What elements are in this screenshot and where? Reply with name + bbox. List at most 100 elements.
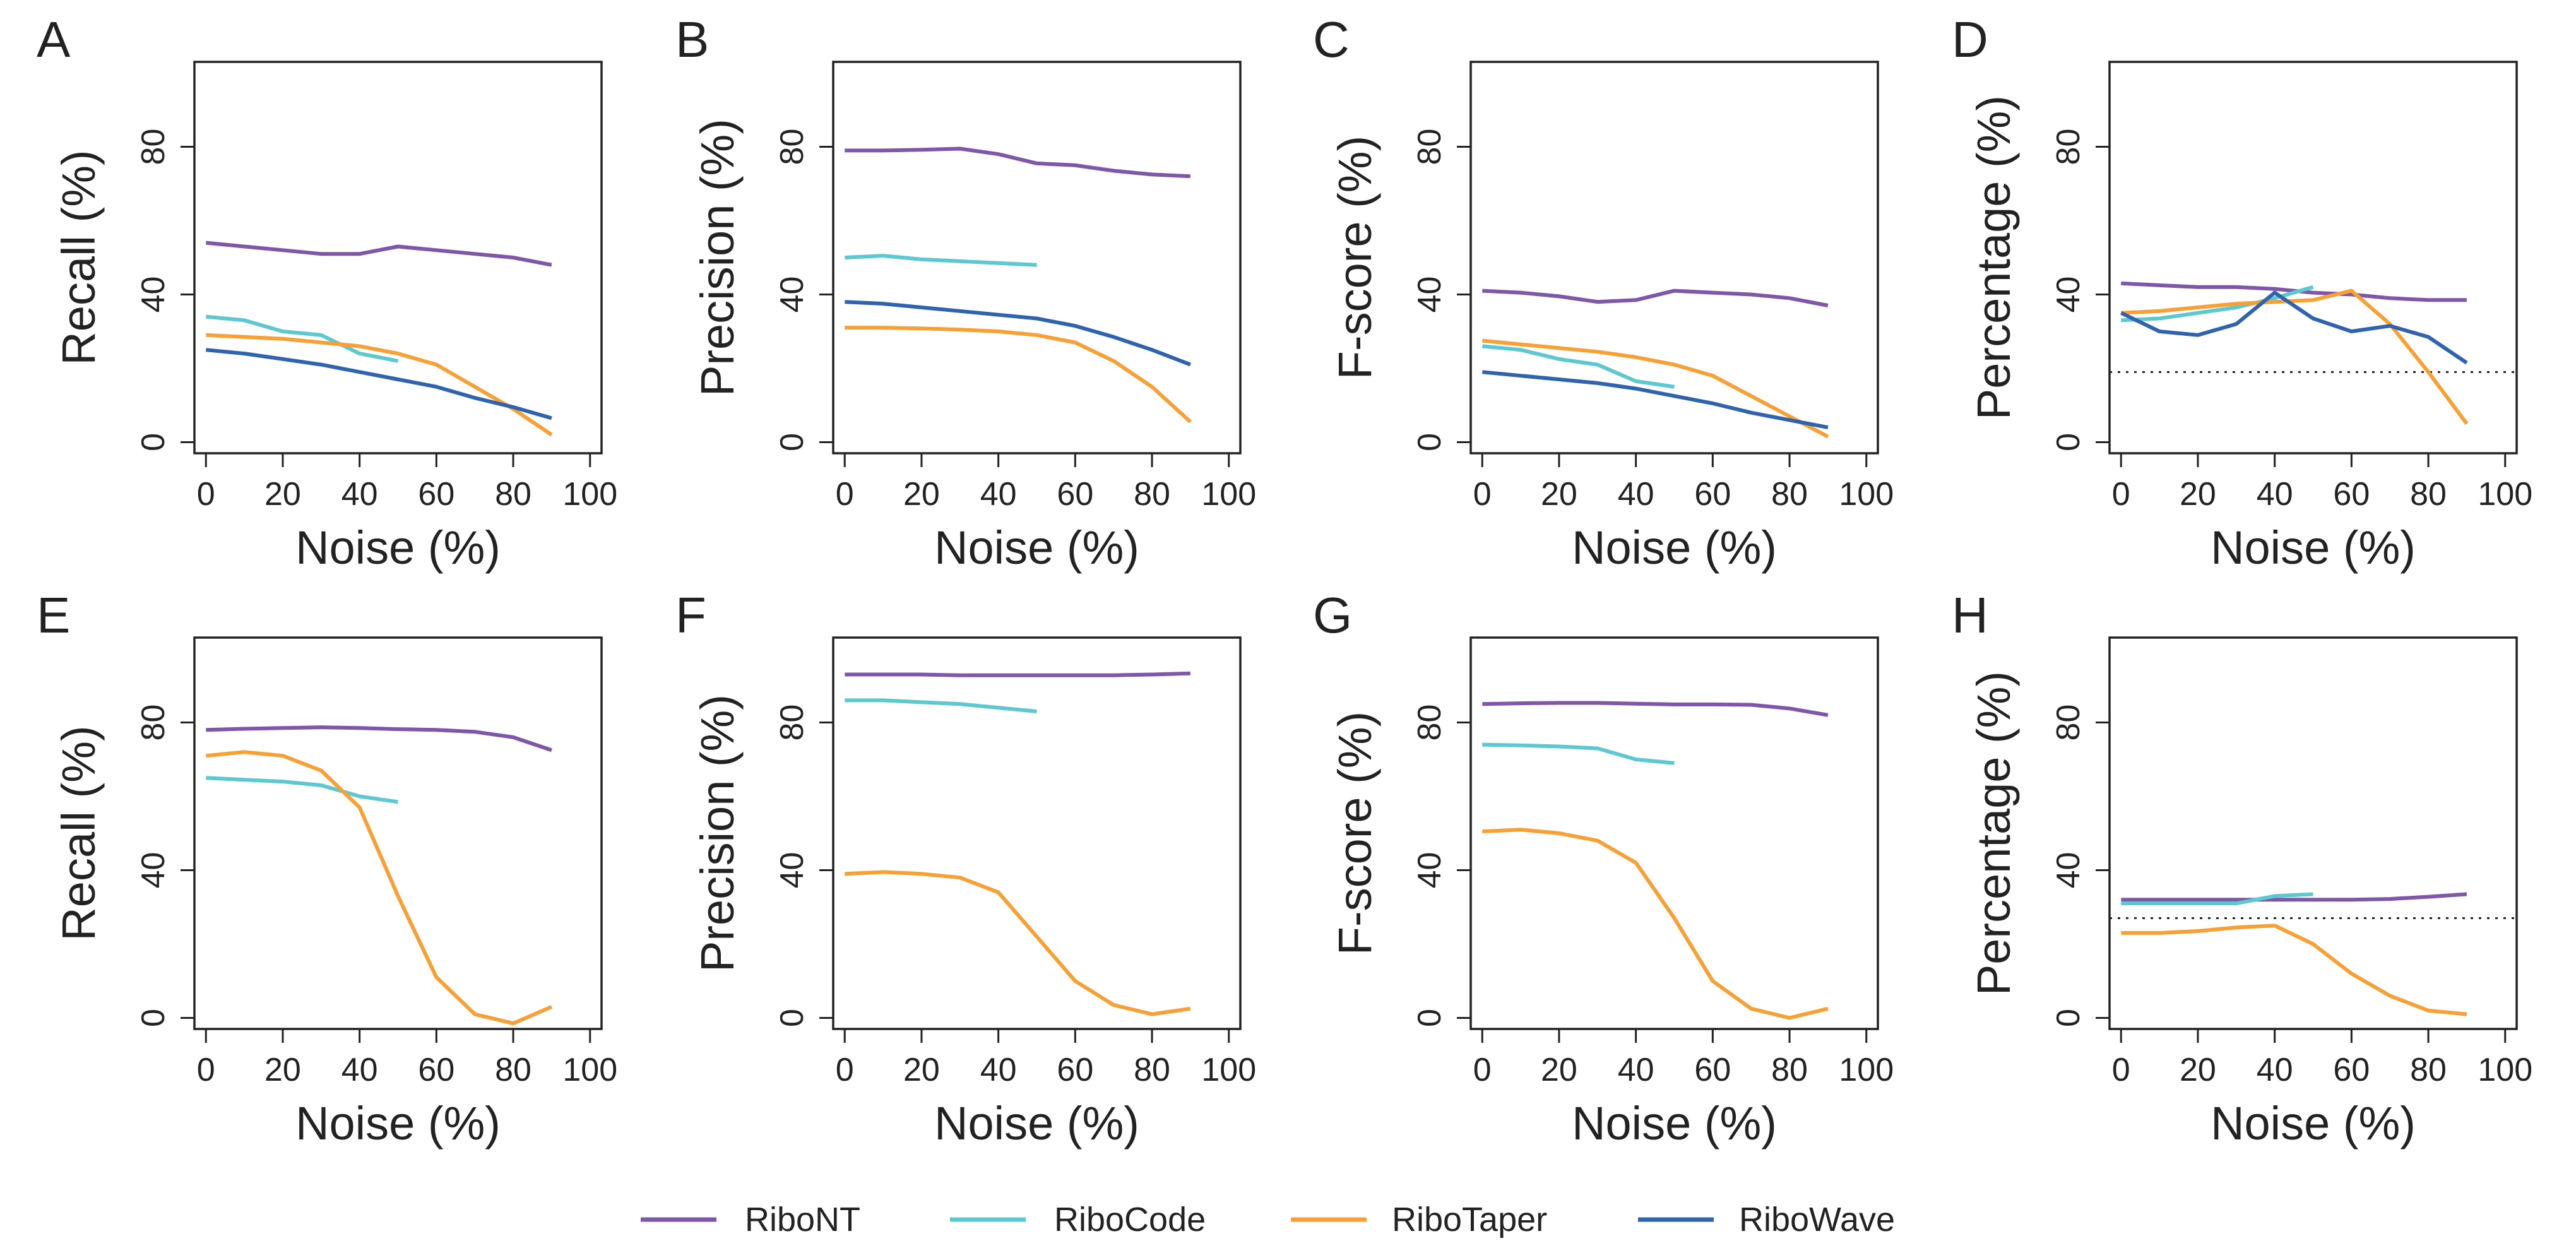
- panel-c: C 0 20 40 60 80 100 0 40 80 Noise (%) F-score (%): [1313, 11, 1894, 574]
- plot-frame-b: [832, 61, 1242, 455]
- series-line-d-ribowave: [2120, 290, 2468, 365]
- panel-letter-f: F: [675, 587, 706, 643]
- x-tick-label-h-60: 60: [2333, 1052, 2370, 1088]
- panel-letter-c: C: [1313, 11, 1350, 68]
- y-tick-label-f-40: 40: [774, 852, 810, 889]
- y-tick-label-e-80: 80: [135, 704, 172, 741]
- legend-label-ribont: RiboNT: [745, 1201, 860, 1239]
- y-axis-label-a: Recall (%): [52, 150, 105, 365]
- plot-frame-h: [2108, 636, 2518, 1030]
- y-axis-label-c: F-score (%): [1329, 136, 1381, 379]
- series-line-f-ribotaper: [845, 870, 1191, 1016]
- x-tick-label-a-100: 100: [562, 476, 617, 513]
- y-tick-label-b-80: 80: [774, 129, 810, 165]
- x-tick-label-e-80: 80: [495, 1052, 531, 1088]
- y-tick-label-c-0: 0: [1411, 433, 1448, 451]
- panel-letter-b: B: [675, 11, 709, 68]
- y-tick-label-d-80: 80: [2050, 129, 2087, 165]
- x-tick-label-b-0: 0: [836, 476, 854, 513]
- x-tick-label-h-40: 40: [2257, 1052, 2293, 1088]
- series-line-a-ribont: [206, 241, 552, 267]
- y-tick-label-d-40: 40: [2050, 276, 2087, 313]
- x-tick-label-f-20: 20: [903, 1052, 940, 1088]
- legend-item-ribotaper: RiboTaper: [1291, 1201, 1547, 1239]
- y-axis-label-d: Percentage (%): [1968, 95, 2020, 420]
- x-tick-label-g-80: 80: [1771, 1052, 1808, 1088]
- x-tick-label-d-100: 100: [2478, 476, 2532, 513]
- x-tick-label-b-80: 80: [1134, 476, 1170, 513]
- series-line-g-ribocode: [1482, 742, 1675, 765]
- panel-letter-a: A: [37, 11, 71, 68]
- y-tick-label-c-80: 80: [1411, 129, 1448, 165]
- panel-a: A 0 20 40 60 80 100 0 40 80 Noise (%) Recall (%): [37, 11, 617, 574]
- y-tick-label-f-80: 80: [774, 704, 810, 741]
- x-tick-label-f-60: 60: [1057, 1052, 1093, 1088]
- series-line-d-ribotaper: [2121, 288, 2469, 425]
- x-tick-label-d-0: 0: [2112, 476, 2130, 513]
- x-tick-label-a-40: 40: [341, 476, 378, 513]
- x-tick-label-h-20: 20: [2180, 1052, 2216, 1088]
- x-tick-label-e-0: 0: [197, 1052, 215, 1088]
- panel-h: H 0 20 40 60 80 100 0 40 80 Noise (%) Percentage (%…: [1952, 587, 2532, 1150]
- series-line-b-ribocode: [845, 254, 1037, 267]
- x-tick-label-d-20: 20: [2180, 476, 2216, 513]
- y-axis-label-h: Percentage (%): [1968, 671, 2020, 996]
- series-line-a-ribowave: [206, 348, 552, 420]
- x-tick-label-d-60: 60: [2333, 476, 2370, 513]
- y-tick-label-g-0: 0: [1411, 1009, 1448, 1027]
- y-tick-label-h-0: 0: [2050, 1009, 2087, 1027]
- plot-frame-e: [193, 636, 603, 1030]
- x-tick-label-e-60: 60: [418, 1052, 454, 1088]
- x-tick-label-g-0: 0: [1473, 1052, 1492, 1088]
- y-tick-label-f-0: 0: [774, 1009, 810, 1027]
- y-tick-label-h-40: 40: [2050, 852, 2087, 889]
- y-tick-label-c-40: 40: [1411, 276, 1448, 313]
- panel-letter-e: E: [37, 587, 70, 643]
- x-tick-label-a-80: 80: [495, 476, 531, 513]
- panel-b: B 0 20 40 60 80 100 0 40 80 Noise (%) Precision (%): [675, 11, 1256, 574]
- legend-label-ribocode: RiboCode: [1054, 1201, 1206, 1239]
- x-tick-label-g-20: 20: [1541, 1052, 1577, 1088]
- panels: A 0 20 40 60 80 100 0 40 80 Noise (%) Recall (%) B 0 2…: [37, 11, 2532, 1150]
- legend-item-ribocode: RiboCode: [950, 1201, 1206, 1239]
- series-line-b-ribont: [845, 146, 1191, 179]
- x-tick-label-f-80: 80: [1134, 1052, 1170, 1088]
- legend: RiboNT RiboCode RiboTaper RiboWave: [641, 1201, 1895, 1239]
- legend-item-ribont: RiboNT: [641, 1201, 860, 1239]
- x-axis-label-g: Noise (%): [1572, 1097, 1777, 1150]
- y-axis-label-f: Precision (%): [691, 694, 744, 972]
- plot-frame-c: [1469, 61, 1879, 455]
- series-line-c-ribotaper: [1482, 338, 1829, 439]
- y-tick-label-h-80: 80: [2050, 704, 2087, 741]
- legend-item-ribowave: RiboWave: [1638, 1201, 1895, 1239]
- legend-label-ribowave: RiboWave: [1739, 1201, 1895, 1239]
- x-tick-label-c-0: 0: [1473, 476, 1492, 513]
- y-tick-label-a-0: 0: [135, 433, 172, 451]
- y-tick-label-g-80: 80: [1411, 704, 1448, 741]
- y-tick-label-a-40: 40: [135, 276, 172, 313]
- y-tick-label-d-0: 0: [2050, 433, 2087, 451]
- x-tick-label-c-40: 40: [1618, 476, 1654, 513]
- y-tick-label-g-40: 40: [1411, 852, 1448, 889]
- x-tick-label-f-0: 0: [836, 1052, 854, 1088]
- x-tick-label-d-80: 80: [2410, 476, 2447, 513]
- series-line-g-ribont: [1482, 701, 1829, 717]
- plot-frame-g: [1469, 636, 1879, 1030]
- x-tick-label-c-60: 60: [1694, 476, 1731, 513]
- x-tick-label-a-60: 60: [418, 476, 454, 513]
- x-tick-label-g-60: 60: [1694, 1052, 1731, 1088]
- x-tick-label-h-80: 80: [2410, 1052, 2447, 1088]
- series-line-e-ribocode: [206, 776, 398, 804]
- panel-d: D 0 20 40 60 80 100 0 40 80 Noise (%) Percentage (%…: [1952, 11, 2532, 574]
- x-tick-label-c-80: 80: [1771, 476, 1808, 513]
- x-tick-label-b-100: 100: [1201, 476, 1256, 513]
- series-line-e-ribotaper: [206, 750, 553, 1026]
- series-line-a-ribocode: [206, 314, 399, 363]
- plot-frame-d: [2108, 61, 2518, 455]
- x-tick-label-f-100: 100: [1201, 1052, 1256, 1088]
- y-tick-label-e-40: 40: [135, 852, 172, 889]
- series-line-e-ribont: [206, 725, 552, 752]
- panel-e: E 0 20 40 60 80 100 0 40 80 Noise (%) Recall (%): [37, 587, 617, 1150]
- x-tick-label-g-100: 100: [1839, 1052, 1894, 1088]
